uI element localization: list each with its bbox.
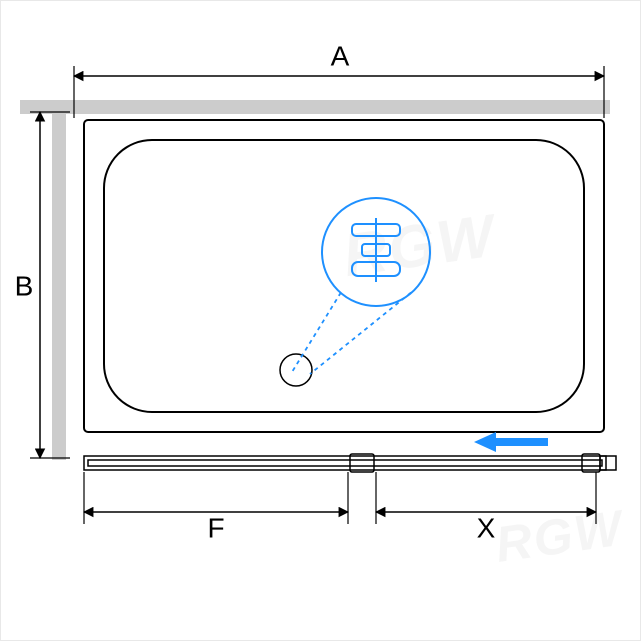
dim-f-label: F (207, 512, 224, 543)
slide-arrow-head (474, 432, 496, 452)
wall-top (20, 100, 610, 114)
track-rail (84, 456, 606, 470)
slide-arrow-icon (474, 432, 548, 452)
zoom-lead-1 (292, 293, 341, 373)
track-inner-rail (88, 460, 602, 466)
wall-left (52, 100, 66, 460)
tray-outer (84, 120, 604, 432)
watermark-2: RGW (492, 499, 629, 573)
dim-a-label: A (331, 40, 350, 71)
slide-arrow-body (494, 438, 548, 446)
dim-x-label: X (477, 512, 496, 543)
dimension-f: F (84, 472, 348, 543)
drain-hole (280, 354, 312, 386)
dim-b-label: B (15, 270, 34, 301)
tray-inner (104, 140, 584, 412)
